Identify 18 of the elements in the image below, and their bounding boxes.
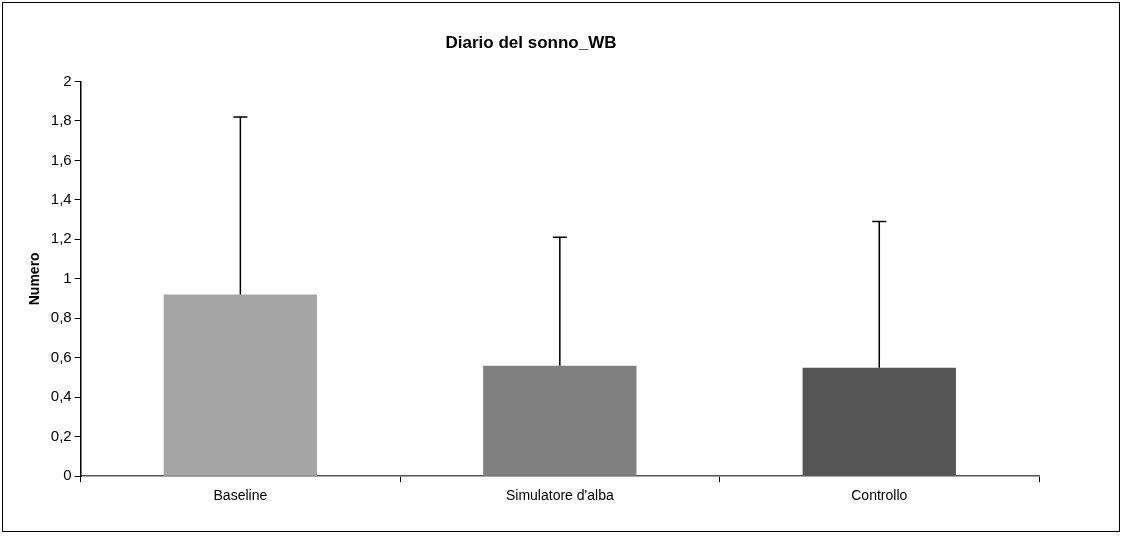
y-tick-label: 0,2 (50, 426, 72, 444)
y-axis-title: Numero (26, 252, 43, 306)
y-tick-label: 0,8 (50, 308, 72, 326)
y-tick-label: 1,8 (50, 111, 72, 129)
x-tick-label: Simulatore d'alba (505, 487, 614, 504)
y-tick-label: 0,6 (50, 347, 72, 365)
chart-title: Diario del sonno_WB (445, 32, 617, 52)
y-tick-label: 1 (63, 268, 72, 286)
x-tick-label: Controllo (851, 487, 908, 504)
y-tick-label: 1,6 (50, 150, 72, 168)
y-tick-label: 0 (63, 466, 72, 484)
y-tick-label: 0,4 (50, 387, 72, 405)
y-tick-label: 1,2 (50, 229, 72, 247)
y-tick-label: 1,4 (50, 189, 72, 207)
bar (483, 365, 637, 476)
x-tick-label: Baseline (213, 487, 268, 504)
bar (163, 294, 318, 476)
y-tick-label: 2 (63, 71, 72, 89)
